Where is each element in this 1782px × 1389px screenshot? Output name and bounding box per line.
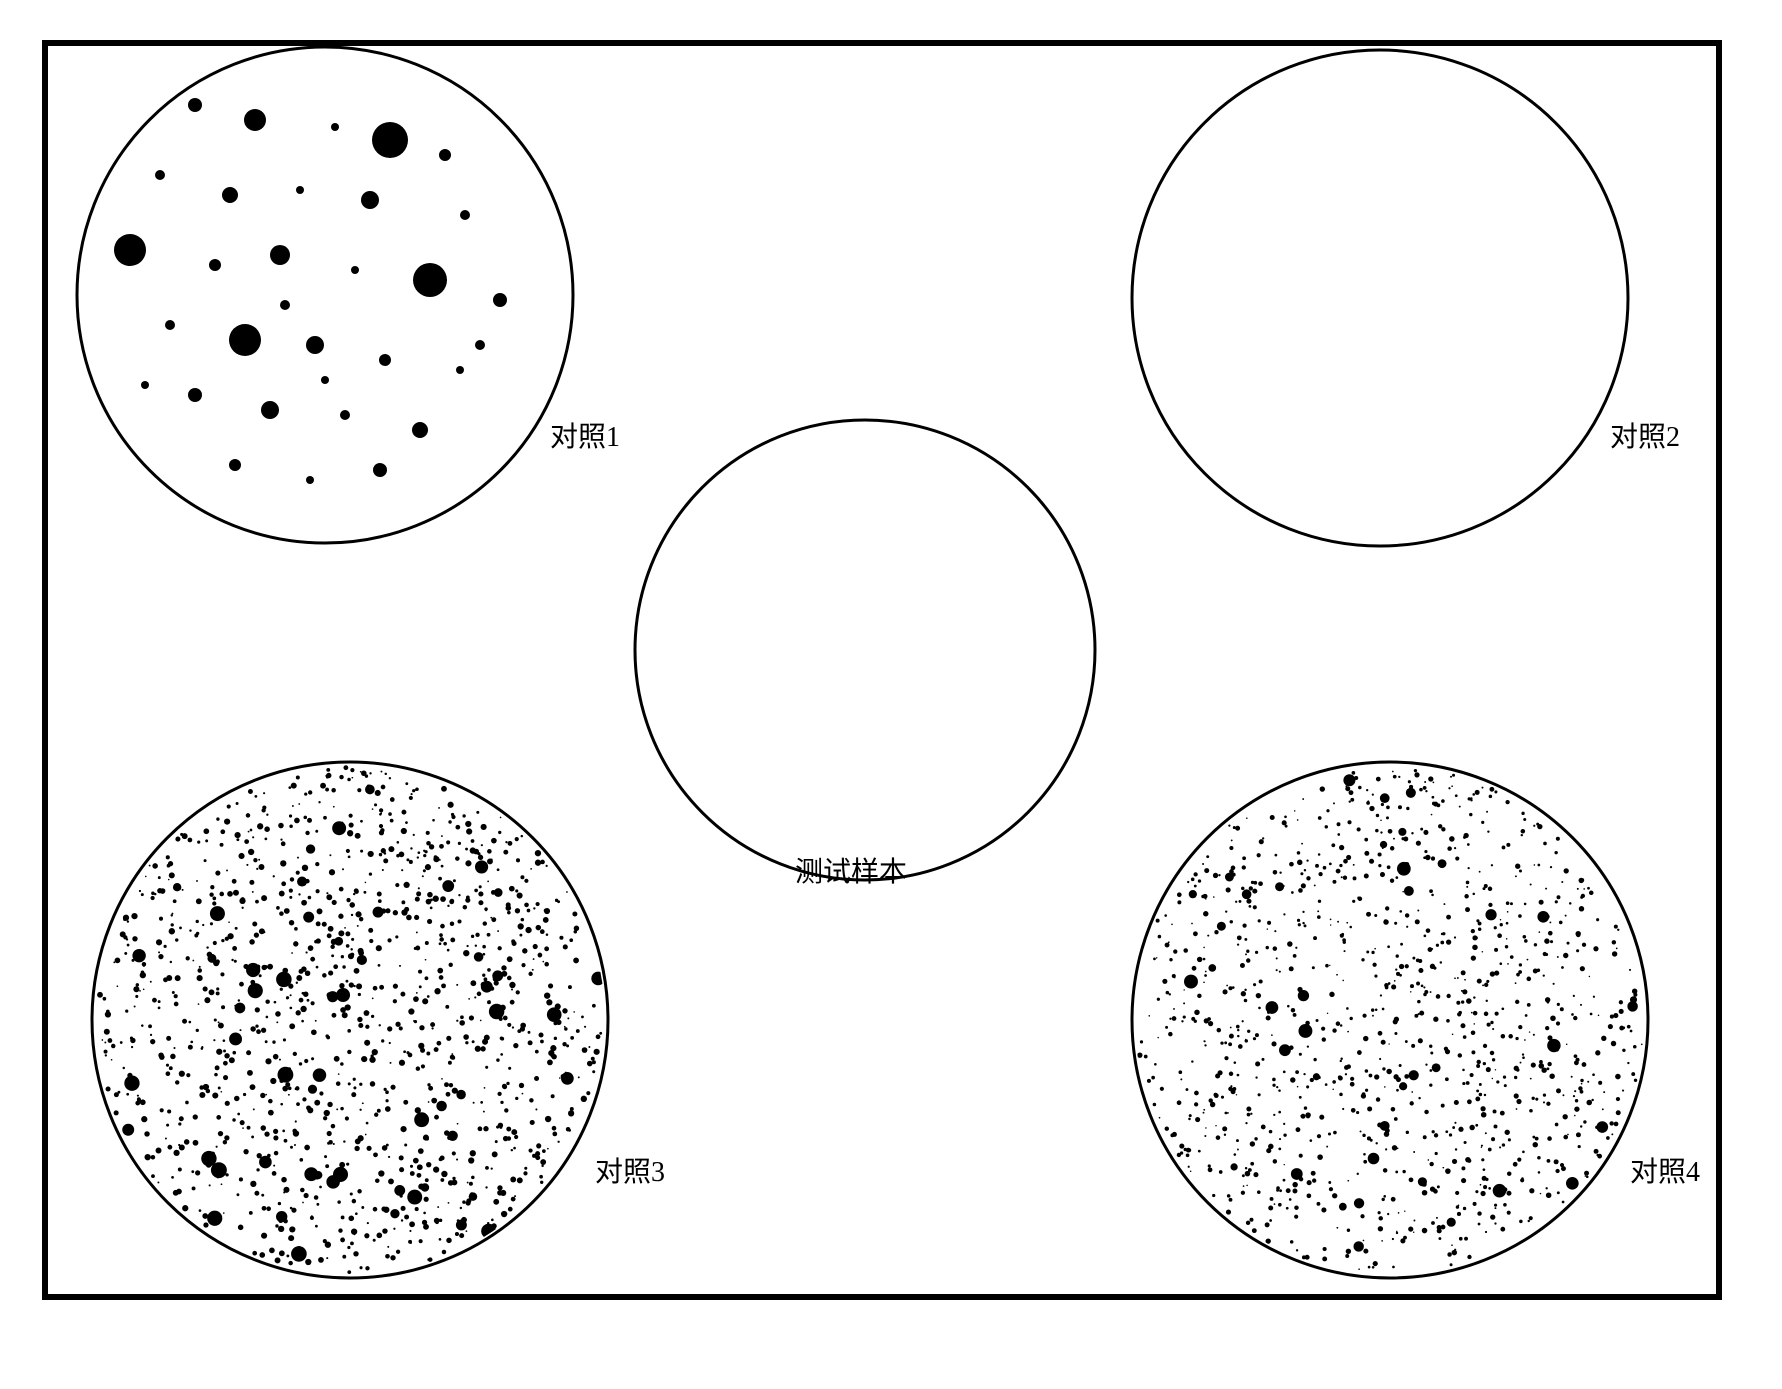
petri-dish-control-3	[87, 757, 613, 1283]
petri-dish-control-4	[1127, 757, 1653, 1283]
label-control-1: 对照1	[550, 415, 620, 455]
label-test-sample: 测试样本	[795, 850, 907, 890]
petri-dish-control-1	[72, 42, 578, 548]
petri-dish-test-sample	[630, 415, 1100, 885]
petri-dish-control-2	[1127, 45, 1633, 551]
label-control-2: 对照2	[1610, 415, 1680, 455]
label-control-4: 对照4	[1630, 1150, 1700, 1190]
figure-canvas: 对照1 对照2 测试样本对照3 对照4	[20, 20, 1782, 1369]
label-control-3: 对照3	[595, 1150, 665, 1190]
